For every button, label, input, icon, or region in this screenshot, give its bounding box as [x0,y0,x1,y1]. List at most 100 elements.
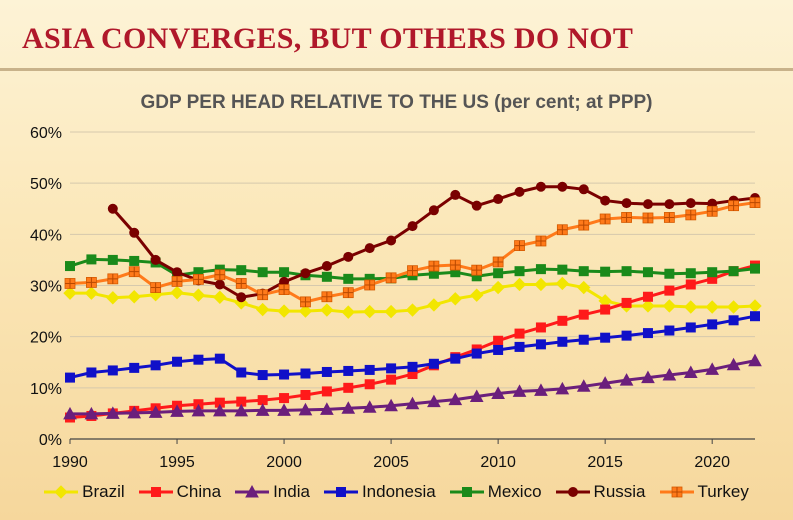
data-point-mexico: Mexico 2002: 31.7% [321,271,332,282]
data-point-indonesia: Indonesia 1996: 15.5% [193,354,204,365]
y-tick-label: 40% [30,227,62,244]
marker-cross [279,284,290,295]
data-point-russia: Russia 2018: 45.9% [664,199,675,210]
marker-cross [321,291,332,302]
data-point-china: China 2019: 30.2% [685,279,696,290]
data-point-mexico: Mexico 2009: 31.8% [471,271,482,282]
data-point-russia: Russia 2006: 41.6% [407,221,418,232]
data-point-china: China 2015: 25.3% [600,304,611,315]
marker-cross [107,273,118,284]
data-point-brazil: Brazil 1997: 27.7% [213,290,227,304]
data-point-brazil: Brazil 2017: 26% [641,299,655,313]
data-point-indonesia: Indonesia 1993: 13.9% [129,362,140,373]
data-point-turkey: Turkey 1995: 30.8% [171,276,183,287]
legend-swatch-brazil [44,485,79,499]
marker-cross [386,272,397,283]
data-point-brazil: Brazil 2002: 25.2% [320,303,334,317]
legend-marker [671,486,682,498]
data-point-india: India 2005: 6.5% [384,398,398,412]
data-point-brazil: Brazil 1995: 28.6% [170,285,184,300]
data-point-turkey: Turkey 2007: 33.8% [428,260,440,272]
data-point-turkey: Turkey 2008: 34% [449,259,461,271]
data-point-india: India 1999: 5.6% [255,403,270,416]
data-point-indonesia: Indonesia 2020: 22.4% [707,319,718,330]
data-point-russia: Russia 2011: 48.3% [514,186,525,197]
data-point-india: India 2004: 6.2% [362,400,377,413]
data-point-brazil: Brazil 2006: 25.2% [405,303,420,317]
data-point-india: India 1994: 5.2% [148,405,163,418]
data-point-india: India 2014: 10.3% [576,379,591,392]
data-point-russia: Russia 2016: 46.1% [621,198,632,209]
data-point-russia: Russia 2007: 44.7% [428,205,439,216]
marker-cross [407,265,418,276]
data-point-brazil: Brazil 2003: 24.8% [341,305,355,319]
data-point-mexico: Mexico 2007: 32.3% [428,268,439,279]
data-point-indonesia: Indonesia 2021: 23.2% [728,315,739,326]
data-point-mexico: Mexico 2000: 32.6% [279,267,290,278]
data-point-china: China 2003: 10% [343,382,354,393]
legend-item-china: China [138,482,221,502]
marker-cross [664,212,675,223]
data-point-turkey: Turkey 2013: 40.9% [556,224,568,236]
data-point-brazil: Brazil 2018: 26% [662,299,677,313]
data-point-turkey: Turkey 2015: 43% [599,213,611,225]
data-point-brazil: Brazil 2012: 30.2% [534,277,548,292]
y-tick-label: 50% [30,176,62,193]
data-point-turkey: Turkey 2018: 43.3% [663,212,675,223]
data-point-turkey: Turkey 2021: 45.6% [728,200,739,212]
data-point-mexico: Mexico 1990: 33.8% [65,261,75,272]
data-point-brazil: Brazil 2007: 26.2% [427,298,441,312]
marker-cross [86,277,97,288]
legend-marker [335,487,346,497]
data-point-russia: Russia 2009: 45.6% [471,200,482,211]
data-point-indonesia: Indonesia 2003: 13.3% [343,365,354,376]
legend-item-indonesia: Indonesia [323,482,436,502]
data-point-india: India 2016: 11.5% [619,373,634,386]
marker-cross [428,261,439,272]
data-point-mexico: Mexico 2015: 32.7% [600,266,611,277]
data-point-indonesia: Indonesia 2012: 18.5% [535,339,546,350]
data-point-russia: Russia 1994: 35% [150,254,161,265]
data-point-india: India 2011: 9.3% [512,384,527,397]
data-point-russia: Russia 2019: 46.1% [685,198,696,209]
data-point-india: India 2021: 14.5% [726,357,741,371]
marker-cross [150,282,161,293]
x-tick-label: 2010 [480,454,516,471]
data-point-mexico: Mexico 1996: 32.6% [193,267,204,278]
data-point-china: China 2016: 26.6% [621,297,632,308]
data-point-brazil: Brazil 2010: 29.6% [491,280,505,295]
data-point-china: China 1998: 7.3% [236,396,247,407]
data-point-indonesia: Indonesia 2006: 14.1% [407,361,418,372]
data-point-turkey: Turkey 2014: 41.8% [578,219,590,231]
data-point-india: India 2012: 9.5% [534,383,548,396]
data-point-turkey: Turkey 2010: 34.6% [492,256,504,268]
marker-cross [578,220,589,231]
data-point-mexico: Mexico 2020: 32.6% [707,267,718,278]
x-tick-label: 2005 [373,454,409,471]
data-point-indonesia: Indonesia 2004: 13.5% [364,364,375,375]
data-point-india: India 1995: 5.4% [170,404,184,417]
data-point-turkey: Turkey 1990: 30.4% [64,278,76,289]
legend-label-mexico: Mexico [487,482,542,501]
data-point-turkey: Turkey 2016: 43.3% [621,212,632,223]
data-point-brazil: Brazil 2020: 25.8% [705,300,719,314]
data-point-mexico: Mexico 2021: 32.8% [728,266,739,277]
data-point-indonesia: Indonesia 2001: 12.8% [300,368,311,379]
data-point-turkey: Turkey 1991: 30.6% [86,277,97,288]
legend-swatch-india [235,484,270,498]
x-tick-label: 2000 [266,454,302,471]
marker-cross [514,240,525,251]
data-point-india: India 1996: 5.5% [191,403,206,417]
marker-cross [343,287,354,298]
data-point-indonesia: Indonesia 1997: 15.7% [214,353,225,364]
data-point-russia: Russia 2015: 46.6% [600,195,611,206]
data-point-india: India 1997: 5.5% [213,403,227,417]
data-point-indonesia: Indonesia 1992: 13.4% [107,365,118,376]
data-point-india: India 2002: 5.8% [320,402,334,415]
data-point-russia: Russia 2013: 49.3% [557,181,568,192]
data-point-russia: Russia 2014: 48.8% [578,184,589,195]
axes: 0% 10% 20% 30% 40% 50% 60% 1990 1995 2000 2005 2010… [30,125,755,471]
data-point-indonesia: Indonesia 2008: 15.7% [450,353,461,364]
data-point-indonesia: Indonesia 2010: 17.4% [493,344,504,355]
data-point-mexico: Mexico 2019: 32.4% [685,268,696,279]
